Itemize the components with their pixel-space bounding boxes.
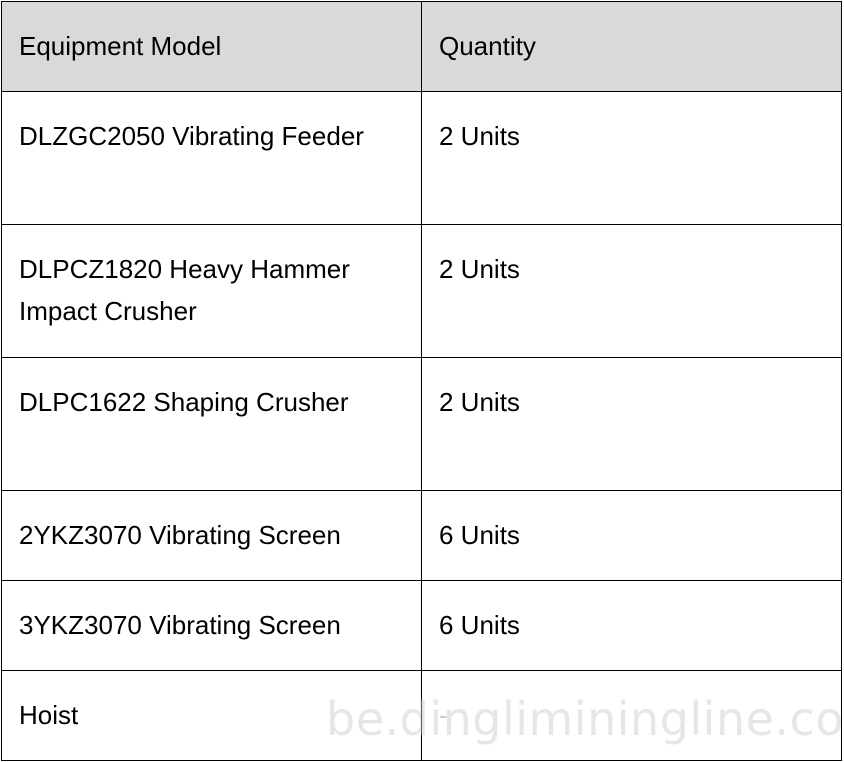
header-quantity: Quantity [421, 1, 842, 92]
quantity-cell: 6 Units [421, 580, 842, 671]
model-cell: Hoist [1, 670, 422, 761]
table-row: 3YKZ3070 Vibrating Screen 6 Units [1, 580, 842, 671]
quantity-cell: 2 Units [421, 224, 842, 358]
header-row: Equipment Model Quantity [1, 1, 842, 92]
model-cell: 2YKZ3070 Vibrating Screen [1, 490, 422, 581]
table-row: DLPCZ1820 Heavy Hammer Impact Crusher 2 … [1, 224, 842, 358]
model-cell: DLPC1622 Shaping Crusher [1, 357, 422, 491]
table-row: DLPC1622 Shaping Crusher 2 Units [1, 357, 842, 491]
quantity-cell: 2 Units [421, 91, 842, 225]
table-row: DLZGC2050 Vibrating Feeder 2 Units [1, 91, 842, 225]
header-equipment-model: Equipment Model [1, 1, 422, 92]
quantity-cell: 2 Units [421, 357, 842, 491]
table-row: Hoist - [1, 670, 842, 761]
quantity-cell: 6 Units [421, 490, 842, 581]
model-cell: DLPCZ1820 Heavy Hammer Impact Crusher [1, 224, 422, 358]
table-row: 2YKZ3070 Vibrating Screen 6 Units [1, 490, 842, 581]
model-cell: DLZGC2050 Vibrating Feeder [1, 91, 422, 225]
watermark: be.dingliminingline.com [326, 692, 844, 746]
quantity-cell: - [421, 670, 842, 761]
model-cell: 3YKZ3070 Vibrating Screen [1, 580, 422, 671]
